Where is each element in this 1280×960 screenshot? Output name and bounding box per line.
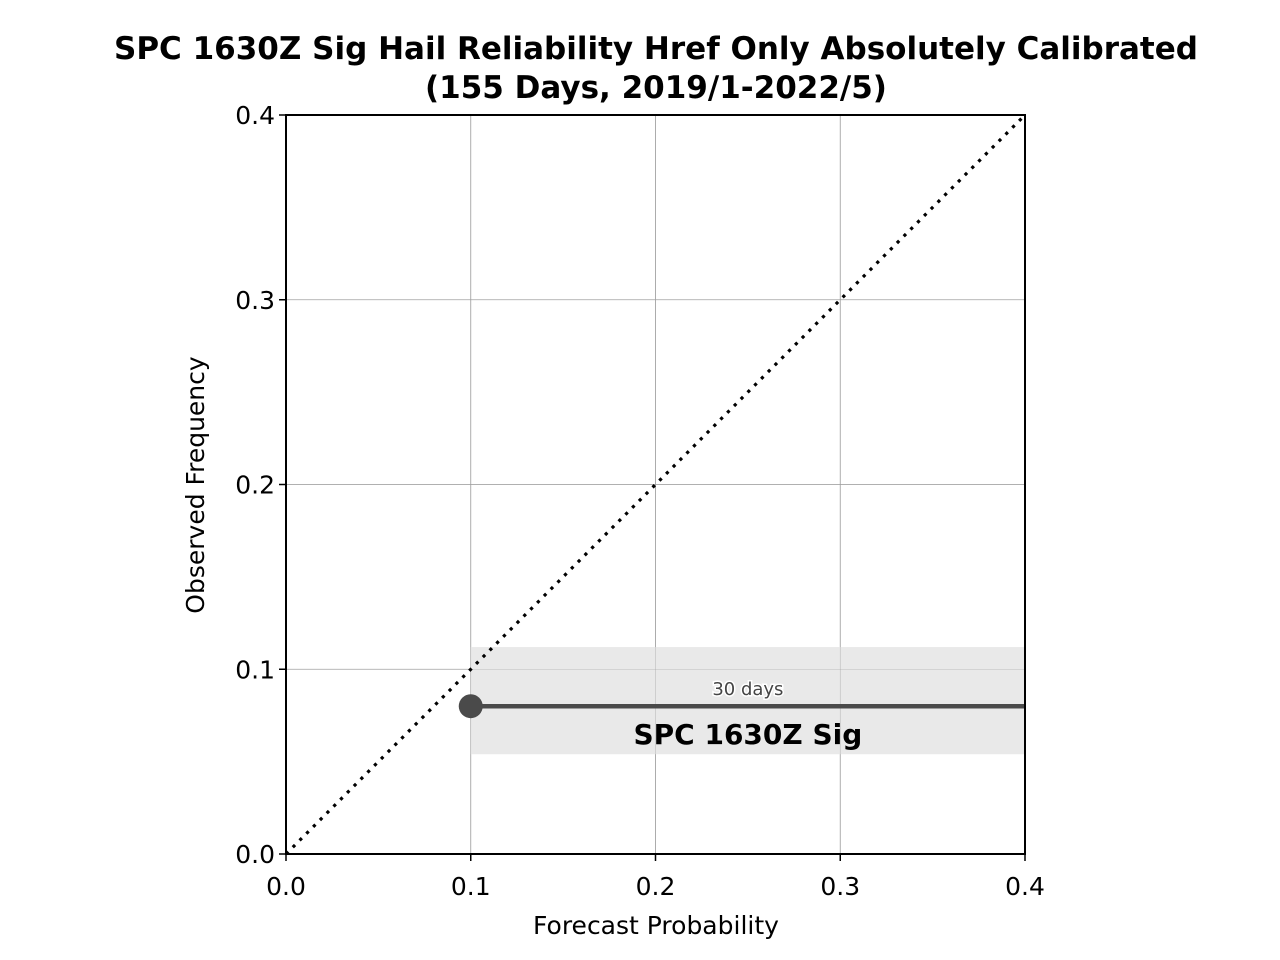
y-tick-label: 0.1 (235, 655, 275, 684)
series-confidence-band (470, 647, 1025, 755)
x-tick-label: 0.3 (820, 872, 860, 901)
chart-title-line2: (155 Days, 2019/1-2022/5) (425, 70, 887, 106)
series-days-label: 30 days (712, 679, 783, 700)
series-point (458, 694, 483, 719)
series-name-label: SPC 1630Z Sig (633, 718, 862, 751)
x-tick-label: 0.1 (451, 872, 491, 901)
y-tick-label: 0.2 (235, 471, 275, 500)
y-tick-label: 0.4 (235, 101, 275, 130)
chart-title-line1: SPC 1630Z Sig Hail Reliability Href Only… (114, 31, 1198, 67)
x-axis-label: Forecast Probability (533, 911, 779, 940)
y-axis-label: Observed Frequency (181, 356, 210, 614)
perfect-reliability-line (284, 113, 1027, 856)
plot-area: 30 days SPC 1630Z Sig 0.0 0.1 0.2 0.3 0.4 0.0 0.… (235, 101, 1045, 901)
y-tick-label: 0.0 (235, 840, 275, 869)
x-tick-label: 0.4 (1005, 872, 1045, 901)
x-tick-label: 0.2 (636, 872, 676, 901)
x-tick-label: 0.0 (266, 872, 306, 901)
y-tick-label: 0.3 (235, 286, 275, 315)
